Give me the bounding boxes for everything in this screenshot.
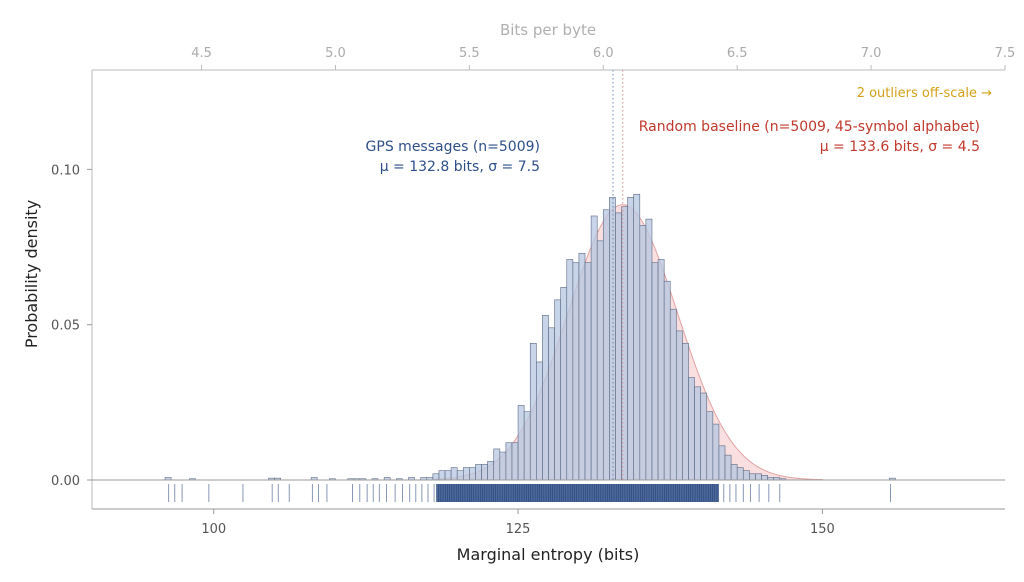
gps-bar (700, 392, 708, 481)
gps-bar (676, 330, 683, 481)
gps-bar (505, 442, 513, 481)
gps-bar (444, 470, 452, 481)
gps-bar (529, 343, 537, 481)
random-series-label: Random baseline (n=5009, 45-symbol alpha… (639, 119, 980, 135)
gps-bar (706, 411, 714, 481)
gps-bar (639, 225, 647, 481)
outliers-note: 2 outliers off-scale → (857, 86, 992, 101)
gps-bar (536, 361, 543, 481)
y-tick-label: 0.10 (51, 163, 80, 178)
gps-bar (566, 259, 574, 481)
gps-bar (438, 470, 446, 481)
gps-bar (602, 209, 610, 481)
gps-bar (578, 252, 586, 481)
gps-bar (633, 193, 641, 481)
gps-bar (688, 377, 695, 481)
gps-bar (682, 343, 689, 481)
gps-series-label: GPS messages (n=5009) (366, 139, 540, 155)
gps-bar (712, 423, 720, 481)
top-tick-label: 5.0 (325, 46, 346, 61)
gps-bar (663, 280, 671, 481)
gps-bar (596, 240, 604, 481)
gps-bar (755, 473, 762, 481)
y-axis-title: Probability density (22, 200, 41, 348)
gps-bar (724, 454, 732, 481)
gps-bar (742, 470, 750, 481)
top-tick-label: 7.0 (861, 46, 882, 61)
gps-bar (584, 262, 592, 481)
gps-bar (432, 473, 440, 481)
gps-bar (462, 467, 470, 481)
gps-bar (761, 475, 768, 481)
x-tick-label: 150 (810, 522, 835, 537)
gps-bar (475, 464, 482, 481)
gps-bar (749, 473, 756, 481)
gps-bar (645, 218, 653, 481)
gps-bar (651, 262, 659, 481)
top-tick-label: 4.5 (191, 46, 212, 61)
gps-bar (572, 262, 580, 481)
gps-bar (548, 327, 555, 481)
y-tick-label: 0.00 (51, 474, 80, 489)
gps-bar (560, 287, 568, 481)
gps-bar (730, 464, 738, 481)
y-tick-label: 0.05 (51, 319, 80, 334)
top-tick-label: 6.5 (727, 46, 748, 61)
x-tick-label: 125 (506, 522, 531, 537)
gps-bar (669, 308, 677, 481)
gps-bar (718, 445, 726, 481)
top-tick-label: 5.5 (459, 46, 480, 61)
x-tick-label: 100 (201, 522, 226, 537)
gps-bar (694, 386, 701, 481)
top-axis-title: Bits per byte (500, 21, 596, 39)
gps-bar (609, 197, 616, 481)
gps-bar (657, 259, 665, 481)
gps-bar (469, 467, 476, 481)
rug-layer (168, 484, 891, 502)
gps-bar (590, 215, 598, 481)
gps-bar (542, 315, 549, 481)
gps-bar (493, 448, 501, 481)
gps-bar (456, 470, 464, 481)
gps-bar (511, 442, 519, 481)
gps-bar (481, 464, 488, 481)
top-tick-label: 7.5 (995, 46, 1016, 61)
axes-layer: 0.00 0.05 0.10 100 125 150 4.5 5.0 5.5 6.0 6.5 7.0 7… (51, 46, 1015, 537)
gps-bar (615, 212, 622, 481)
gps-bar (554, 299, 561, 481)
gps-bar (450, 467, 458, 481)
gps-bar (627, 197, 635, 481)
rug-dense-band (436, 484, 719, 502)
gps-bar (736, 467, 744, 481)
random-series-stats: μ = 133.6 bits, σ = 4.5 (820, 139, 980, 155)
gps-bar (499, 451, 507, 481)
gps-bar (523, 411, 531, 481)
top-tick-label: 6.0 (593, 46, 614, 61)
gps-bar (517, 405, 525, 481)
gps-bar (487, 461, 495, 481)
gps-bars-layer (164, 193, 896, 481)
gps-series-stats: μ = 132.8 bits, σ = 7.5 (380, 159, 540, 175)
x-axis-title: Marginal entropy (bits) (457, 545, 640, 564)
